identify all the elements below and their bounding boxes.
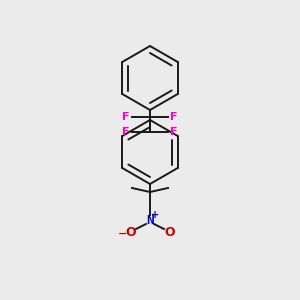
Text: −: − <box>118 229 128 239</box>
Text: F: F <box>122 112 130 122</box>
Text: F: F <box>170 127 178 137</box>
Text: F: F <box>170 112 178 122</box>
Text: F: F <box>122 127 130 137</box>
Text: +: + <box>151 210 159 220</box>
Text: O: O <box>126 226 136 238</box>
Text: N: N <box>146 214 154 226</box>
Text: O: O <box>165 226 175 238</box>
